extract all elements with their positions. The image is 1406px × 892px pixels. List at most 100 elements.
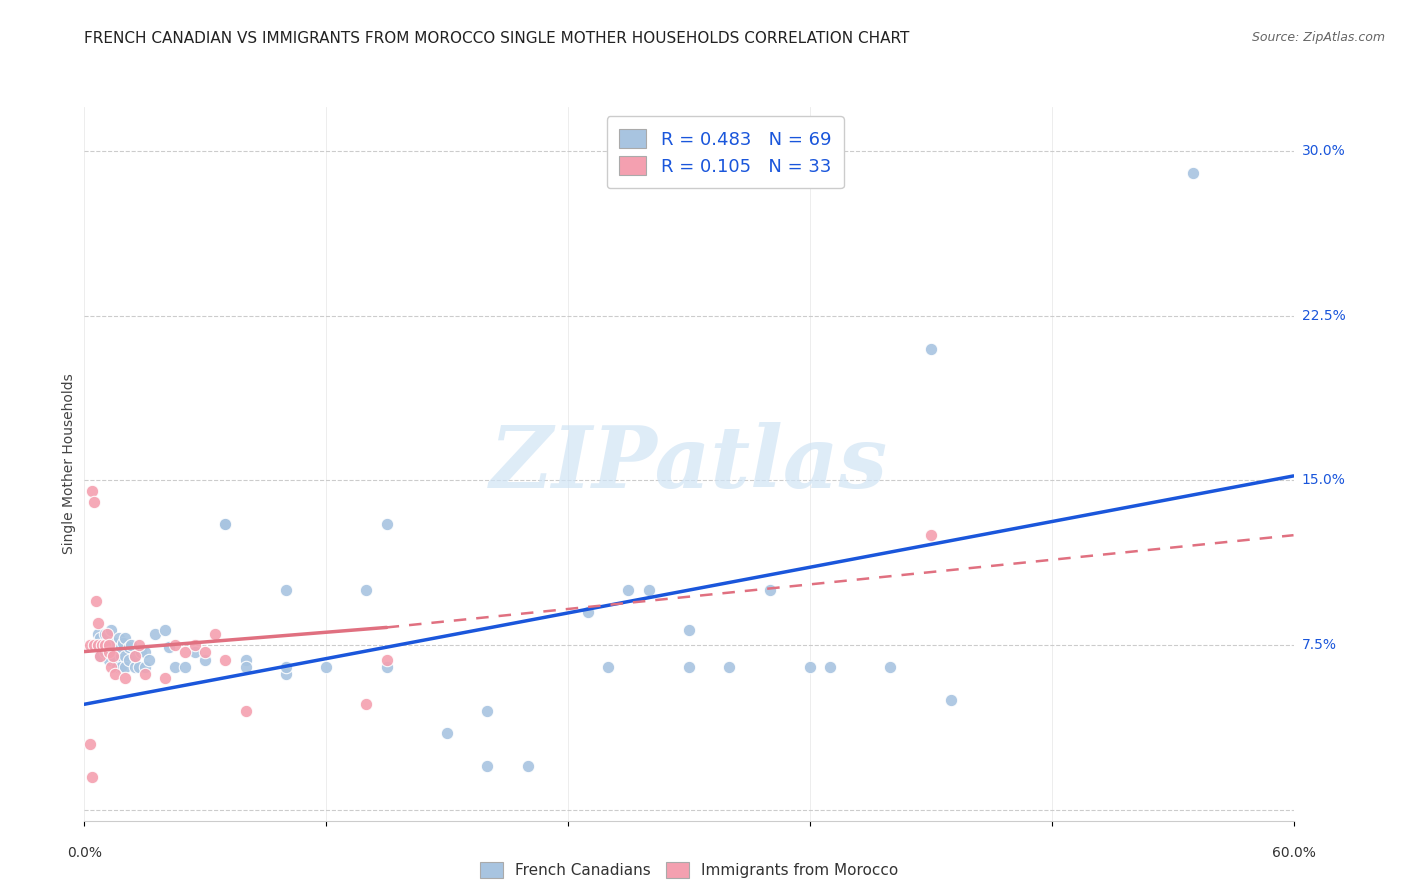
Point <box>129 644 152 658</box>
Point <box>153 671 176 685</box>
Point <box>184 638 207 652</box>
Point <box>799 660 821 674</box>
Point <box>143 627 166 641</box>
Point <box>356 583 378 598</box>
Point <box>89 632 111 646</box>
Y-axis label: Single Mother Households: Single Mother Households <box>62 374 76 554</box>
Point <box>920 342 942 356</box>
Point <box>110 648 132 663</box>
Point <box>107 632 129 646</box>
Point <box>118 653 141 667</box>
Point <box>516 758 538 772</box>
Point <box>110 660 132 674</box>
Point <box>93 644 115 658</box>
Point <box>138 653 160 667</box>
Point <box>89 648 111 663</box>
Point <box>235 660 257 674</box>
Point <box>758 583 780 598</box>
Text: 15.0%: 15.0% <box>1302 474 1346 487</box>
Point <box>105 660 128 674</box>
Point <box>375 517 398 532</box>
Point <box>87 615 110 630</box>
Point <box>194 644 217 658</box>
Point <box>128 638 150 652</box>
Point <box>83 495 105 509</box>
Point <box>124 648 146 663</box>
Text: 60.0%: 60.0% <box>1271 846 1316 860</box>
Point <box>204 627 226 641</box>
Point <box>87 627 110 641</box>
Point <box>101 648 124 663</box>
Point <box>118 640 141 655</box>
Point <box>101 638 124 652</box>
Point <box>87 638 110 652</box>
Text: 30.0%: 30.0% <box>1302 144 1346 158</box>
Point <box>100 660 122 674</box>
Point <box>93 627 115 641</box>
Point <box>214 517 236 532</box>
Point <box>89 648 111 663</box>
Point <box>100 623 122 637</box>
Text: 0.0%: 0.0% <box>67 846 101 860</box>
Point <box>274 666 297 681</box>
Point <box>165 638 187 652</box>
Point <box>104 666 127 681</box>
Point <box>120 638 142 652</box>
Point <box>184 644 207 658</box>
Point <box>235 653 257 667</box>
Point <box>818 660 841 674</box>
Text: 7.5%: 7.5% <box>1302 638 1337 652</box>
Point <box>375 653 398 667</box>
Point <box>97 644 120 658</box>
Point <box>576 605 599 619</box>
Point <box>617 583 640 598</box>
Point <box>91 638 114 652</box>
Point <box>477 704 499 718</box>
Legend: French Canadians, Immigrants from Morocco: French Canadians, Immigrants from Morocc… <box>474 856 904 884</box>
Point <box>96 627 118 641</box>
Point <box>920 528 942 542</box>
Point <box>879 660 901 674</box>
Point <box>97 638 120 652</box>
Point <box>718 660 741 674</box>
Text: ZIPatlas: ZIPatlas <box>489 422 889 506</box>
Point <box>274 583 297 598</box>
Point <box>124 648 146 663</box>
Point <box>153 623 176 637</box>
Point <box>477 758 499 772</box>
Text: FRENCH CANADIAN VS IMMIGRANTS FROM MOROCCO SINGLE MOTHER HOUSEHOLDS CORRELATION : FRENCH CANADIAN VS IMMIGRANTS FROM MOROC… <box>84 31 910 46</box>
Point <box>104 653 127 667</box>
Point <box>678 623 700 637</box>
Point <box>174 660 197 674</box>
Point <box>111 636 134 650</box>
Point <box>114 648 136 663</box>
Point <box>274 660 297 674</box>
Point <box>637 583 659 598</box>
Point <box>124 660 146 674</box>
Point <box>165 660 187 674</box>
Point <box>1181 166 1204 180</box>
Point <box>174 644 197 658</box>
Point <box>315 660 337 674</box>
Point <box>86 594 108 608</box>
Point <box>157 640 180 655</box>
Point <box>214 653 236 667</box>
Point <box>134 644 156 658</box>
Text: Source: ZipAtlas.com: Source: ZipAtlas.com <box>1251 31 1385 45</box>
Point <box>128 660 150 674</box>
Point <box>93 638 115 652</box>
Point <box>82 484 104 499</box>
Point <box>214 517 236 532</box>
Point <box>83 638 105 652</box>
Point <box>104 644 127 658</box>
Point <box>83 638 105 652</box>
Point <box>436 726 458 740</box>
Text: 22.5%: 22.5% <box>1302 309 1346 323</box>
Point <box>134 666 156 681</box>
Point <box>97 638 120 652</box>
Point <box>114 632 136 646</box>
Point <box>82 770 104 784</box>
Point <box>939 693 962 707</box>
Point <box>375 660 398 674</box>
Point <box>235 704 257 718</box>
